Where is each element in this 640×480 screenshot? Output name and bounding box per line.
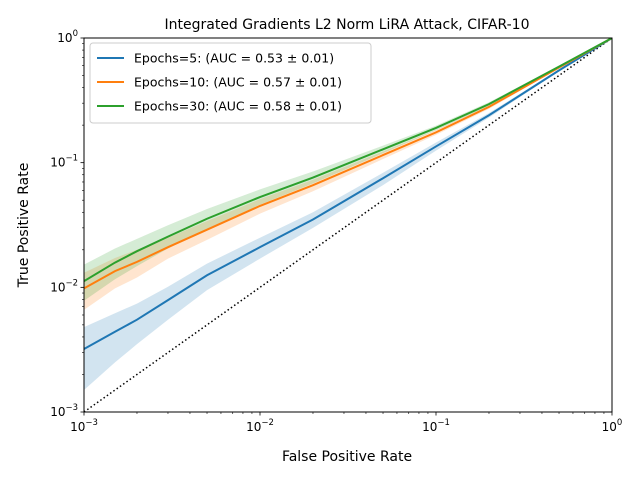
legend-label-1: Epochs=5: (AUC = 0.53 ± 0.01)	[134, 51, 334, 66]
y-tick-label: 10−2	[50, 278, 78, 294]
plot-frame	[83, 37, 613, 413]
y-axis-label: True Positive Rate	[16, 163, 32, 289]
y-axis-ticks: 10−3 10−2 10−1 100	[50, 29, 84, 419]
y-tick-label: 100	[57, 29, 78, 45]
y-tick-label: 10−1	[50, 154, 78, 170]
chart-title: Integrated Gradients L2 Norm LiRA Attack…	[165, 17, 530, 33]
x-tick-label: 10−1	[422, 418, 450, 434]
series-1-line	[84, 38, 612, 350]
x-tick-label: 10−3	[70, 418, 98, 434]
series-2-line	[84, 38, 612, 290]
x-tick-label: 10−2	[246, 418, 274, 434]
series-2-band	[84, 38, 612, 310]
y-tick-label: 10−3	[50, 403, 78, 419]
x-axis-ticks: 10−3 10−2 10−1 100	[70, 412, 622, 434]
confidence-bands	[84, 38, 612, 391]
legend: Epochs=5: (AUC = 0.53 ± 0.01) Epochs=10: …	[89, 42, 372, 124]
x-axis-label: False Positive Rate	[282, 449, 412, 465]
legend-label-3: Epochs=30: (AUC = 0.58 ± 0.01)	[134, 99, 342, 114]
series-lines	[84, 38, 612, 350]
x-tick-label: 100	[602, 418, 623, 434]
series-3-line	[84, 38, 612, 283]
legend-box	[89, 42, 372, 124]
legend-label-2: Epochs=10: (AUC = 0.57 ± 0.01)	[134, 75, 342, 90]
